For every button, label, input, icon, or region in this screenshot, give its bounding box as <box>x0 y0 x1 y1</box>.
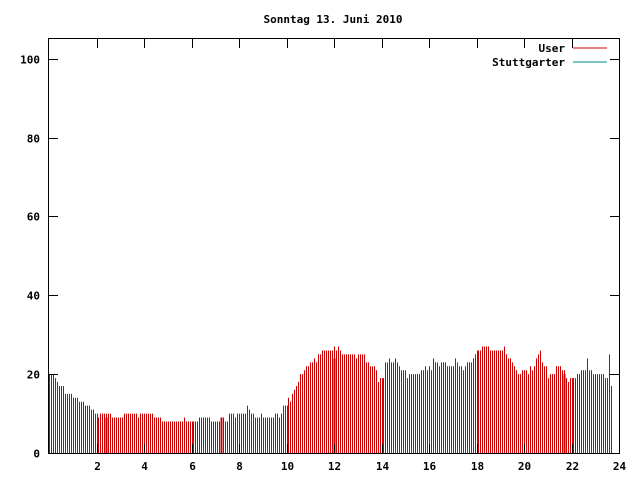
y-tick-label: 20 <box>27 369 40 382</box>
x-tick-label: 22 <box>566 460 579 473</box>
x-tick-label: 18 <box>471 460 484 473</box>
x-tick-label: 12 <box>328 460 341 473</box>
legend-label-stuttgarter: Stuttgarter <box>492 56 565 69</box>
x-tick-label: 4 <box>141 460 148 473</box>
x-tick-label: 8 <box>236 460 243 473</box>
bars-layer <box>49 346 612 453</box>
x-tick-label: 10 <box>281 460 294 473</box>
y-tick-label: 40 <box>27 290 40 303</box>
y-tick-label: 0 <box>33 448 40 461</box>
y-tick-label: 80 <box>27 133 40 146</box>
highlight-layer <box>105 358 566 453</box>
y-tick-label: 60 <box>27 211 40 224</box>
x-axis: 2 4 6 8 10 12 14 16 18 20 22 24 <box>94 39 626 473</box>
plot-frame <box>48 38 620 454</box>
legend-label-user: User <box>539 42 566 55</box>
x-tick-label: 2 <box>94 460 101 473</box>
x-tick-label: 20 <box>518 460 531 473</box>
chart-title: Sonntag 13. Juni 2010 <box>263 13 402 26</box>
y-tick-label: 100 <box>20 54 40 67</box>
x-tick-label: 24 <box>613 460 627 473</box>
x-tick-label: 6 <box>189 460 196 473</box>
y-axis: 0 20 40 60 80 100 <box>20 54 619 461</box>
legend: User Stuttgarter <box>492 42 607 69</box>
x-tick-label: 16 <box>423 460 437 473</box>
x-tick-label: 14 <box>376 460 390 473</box>
